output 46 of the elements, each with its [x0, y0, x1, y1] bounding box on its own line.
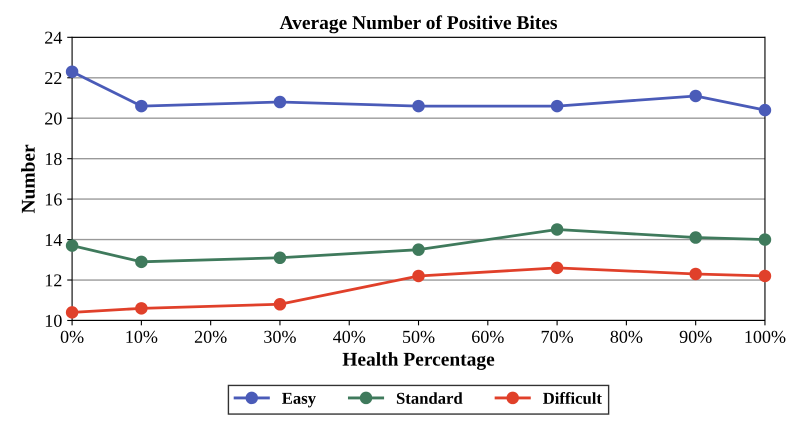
- x-tick-label: 40%: [333, 330, 366, 343]
- point: [274, 252, 286, 264]
- y-tick-label: 12: [46, 274, 62, 286]
- legend-label: Standard: [396, 392, 463, 404]
- y-tick-label: 24: [45, 32, 62, 44]
- y-tick-label: 10: [46, 314, 62, 327]
- point: [758, 270, 772, 282]
- x-tick-label: 70%: [542, 330, 574, 343]
- y-tick-label: 18: [46, 152, 62, 166]
- point: [66, 306, 78, 319]
- y-tick-label: 22: [45, 72, 62, 84]
- x-axis-title: Health Percentage: [342, 352, 494, 370]
- point: [689, 268, 702, 280]
- y-tick-label: 14: [46, 234, 62, 246]
- point: [135, 100, 148, 112]
- point: [550, 100, 564, 112]
- legend-label: Difficult: [543, 392, 602, 404]
- point: [412, 270, 425, 282]
- x-tick-label: 10%: [126, 330, 158, 343]
- point: [758, 104, 772, 116]
- x-tick-label: 100%: [745, 330, 786, 343]
- y-tick-label: 20: [45, 112, 62, 125]
- x-tick-label: 20%: [194, 330, 227, 343]
- x-tick-label: 60%: [472, 330, 504, 343]
- point: [689, 90, 702, 102]
- point: [274, 96, 286, 108]
- point: [550, 262, 564, 274]
- y-tick-label: 16: [46, 193, 62, 206]
- point: [135, 302, 148, 315]
- legend-label: Easy: [282, 392, 316, 408]
- y-axis-title: Number: [21, 144, 35, 214]
- point: [274, 298, 286, 311]
- point: [135, 256, 148, 268]
- point: [550, 223, 564, 236]
- x-tick-label: 80%: [610, 330, 642, 343]
- point: [66, 239, 78, 252]
- point: [689, 231, 702, 244]
- point: [66, 65, 78, 78]
- x-tick-label: 0%: [60, 330, 84, 343]
- point: [412, 100, 425, 112]
- x-tick-label: 30%: [264, 330, 296, 343]
- x-tick-label: 50%: [403, 330, 434, 343]
- point: [412, 243, 425, 256]
- x-tick-label: 90%: [680, 330, 712, 343]
- chart-title: Average Number of Positive Bites: [280, 15, 558, 34]
- point: [758, 233, 772, 246]
